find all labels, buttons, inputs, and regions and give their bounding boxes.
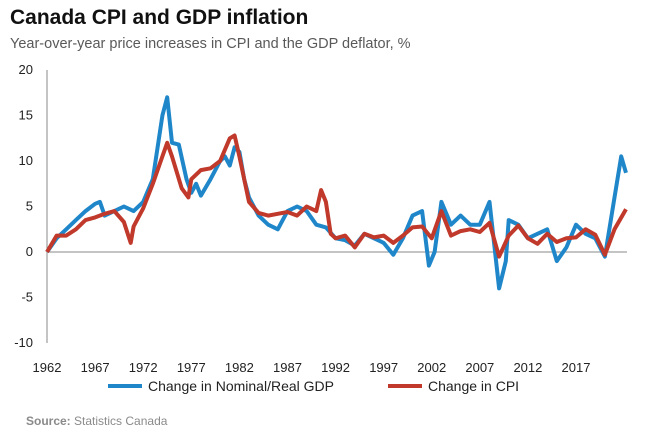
source-text: Statistics Canada (74, 414, 168, 428)
legend-label: Change in Nominal/Real GDP (148, 378, 334, 394)
x-tick-label: 1962 (33, 360, 62, 375)
x-tick-label: 2002 (417, 360, 446, 375)
x-tick-label: 1982 (225, 360, 254, 375)
x-tick-label: 1992 (321, 360, 350, 375)
x-tick-label: 1987 (273, 360, 302, 375)
y-tick-label: 5 (26, 199, 33, 214)
series-line-cpi (45, 133, 628, 259)
y-tick-label: 20 (19, 62, 33, 77)
series-line-gdp (45, 95, 628, 291)
chart-subtitle: Year-over-year price increases in CPI an… (10, 36, 411, 52)
y-tick-label: -5 (21, 290, 33, 305)
x-tick-label: 2017 (562, 360, 591, 375)
source-label: Source: (26, 414, 71, 428)
x-tick-label: 2007 (465, 360, 494, 375)
legend-label: Change in CPI (428, 378, 519, 394)
source-note: Source: Statistics Canada (26, 414, 167, 428)
x-tick-label: 1972 (129, 360, 158, 375)
x-tick-label: 2012 (513, 360, 542, 375)
y-tick-label: -10 (14, 335, 33, 350)
chart-title: Canada CPI and GDP inflation (10, 6, 309, 29)
x-tick-label: 1997 (369, 360, 398, 375)
x-tick-label: 1977 (177, 360, 206, 375)
y-tick-label: 15 (19, 108, 33, 123)
x-tick-label: 1967 (81, 360, 110, 375)
y-tick-label: 10 (19, 153, 33, 168)
y-tick-label: 0 (26, 244, 33, 259)
